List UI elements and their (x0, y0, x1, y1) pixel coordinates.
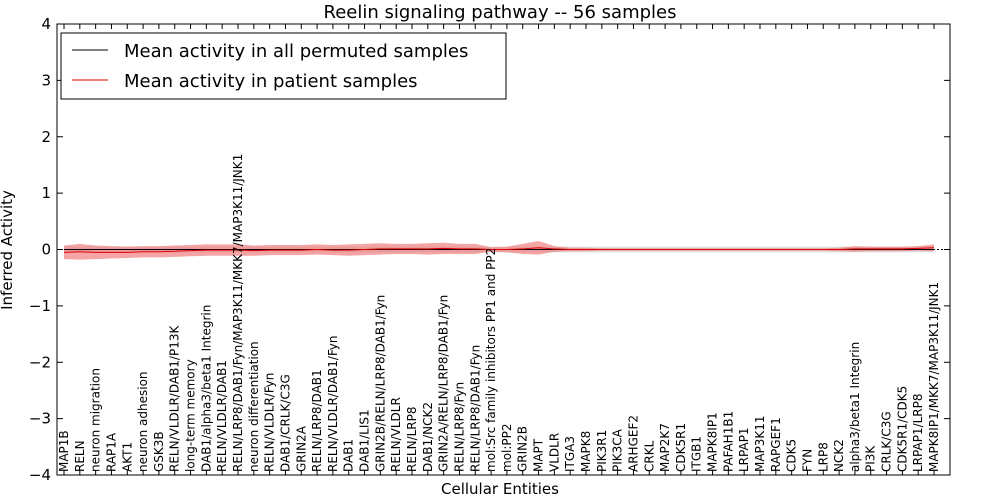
x-tick-label: GRIN2B (516, 426, 530, 472)
x-tick-label: neuron differentiation (247, 341, 261, 472)
x-tick-label: ITGB1 (690, 436, 704, 472)
x-axis-label: Cellular Entities (441, 480, 559, 498)
x-tick-label: RELN/LRP8/DAB1/Fyn/MAP3K11/MKK7/MAP3K11/… (231, 154, 245, 472)
x-tick-label: RELN/VLDLR/DAB1/P13K (168, 325, 182, 472)
x-tick-label: RELN/LRP8/DAB1 (310, 369, 324, 472)
legend-box (60, 32, 507, 100)
x-tick-label: MAP2K7 (658, 423, 672, 472)
x-tick-label: MAPK8IP1 (706, 412, 720, 472)
x-tick-label: DAB1/alpha3/beta1 Integrin (199, 305, 213, 472)
y-axis-ticks: −4 −3 −2 −1 0 1 2 3 4 (29, 15, 950, 484)
legend-label-1: Mean activity in all permuted samples (124, 41, 468, 62)
y-tick-label: 0 (41, 241, 51, 259)
x-tick-label: RELN/VLDLR/Fyn (263, 373, 277, 472)
x-tick-label: LRPAP1/LRP8 (911, 393, 925, 472)
x-tick-label: GRIN2A/RELN/LRP8/DAB1/Fyn (437, 295, 451, 472)
x-tick-label: VLDLR (547, 433, 561, 472)
y-tick-label: −2 (29, 353, 51, 371)
legend-label-2: Mean activity in patient samples (124, 71, 418, 92)
x-tick-label: RELN/VLDLR/DAB1/Fyn (326, 336, 340, 472)
x-tick-label: FYN (800, 449, 814, 472)
y-tick-label: 3 (41, 71, 51, 89)
y-tick-label: −4 (29, 466, 51, 484)
y-tick-label: −3 (29, 410, 51, 428)
x-tick-label: ITGA3 (563, 436, 577, 472)
x-tick-label: neuron adhesion (136, 371, 150, 472)
y-tick-label: 2 (41, 128, 51, 146)
x-tick-label: RELN/VLDLR/DAB1 (215, 360, 229, 472)
x-tick-label: PIK3R1 (595, 430, 609, 472)
x-tick-label: mol:PP2 (500, 423, 514, 472)
x-tick-label: DAB1/LIS1 (358, 409, 372, 472)
x-tick-label: RAP1A (104, 432, 118, 472)
x-tick-label: AKT1 (120, 442, 134, 472)
x-tick-label: MAP1B (57, 430, 71, 472)
x-tick-label: alpha3/beta1 Integrin (848, 342, 862, 472)
band-series-2 (64, 241, 934, 260)
y-tick-label: 4 (41, 15, 51, 33)
x-tick-label: GRIN2B/RELN/LRP8/DAB1/Fyn (373, 295, 387, 472)
x-tick-label: CRKL (642, 440, 656, 472)
y-tick-label: −1 (29, 297, 51, 315)
x-tick-label: MAPK8 (579, 431, 593, 472)
x-tick-label: RELN/LRP8/Fyn (452, 382, 466, 472)
y-axis-label: Inferred Activity (0, 190, 16, 310)
x-tick-label: neuron migration (89, 368, 103, 472)
x-tick-label: LRPAP1 (737, 427, 751, 472)
x-tick-label: CDK5R1 (674, 423, 688, 472)
x-tick-label: RAPGEF1 (769, 417, 783, 472)
x-tick-label: RELN/VLDLR (389, 397, 403, 472)
x-tick-label: RELN/LRP8/DAB1/Fyn (468, 345, 482, 472)
line-series-2 (63, 247, 935, 253)
x-tick-label: ARHGEF2 (626, 415, 640, 472)
x-axis-ticks: MAP1B RELN neuron migration RAP1A AKT1 neuron… (57, 24, 941, 475)
x-tick-label: PI3K (864, 445, 878, 472)
chart-title: Reelin signaling pathway -- 56 samples (324, 2, 677, 23)
x-tick-label: PIK3CA (611, 428, 625, 472)
x-tick-label: DAB1/NCK2 (421, 402, 435, 472)
x-tick-label: DAB1/CRLK/C3G (278, 374, 292, 472)
series-lines (63, 247, 935, 253)
x-tick-label: NCK2 (832, 439, 846, 472)
x-tick-label: CDK5 (785, 439, 799, 472)
x-tick-label: RELN/LRP8 (405, 406, 419, 472)
x-tick-label: MAP3K11 (753, 415, 767, 472)
x-tick-label: LRP8 (816, 442, 830, 472)
x-tick-label: GRIN2A (294, 425, 308, 472)
x-tick-label: RELN (73, 440, 87, 472)
x-tick-label: PAFAH1B1 (721, 411, 735, 472)
x-tick-label: CRLK/C3G (880, 411, 894, 472)
x-tick-label: MAPK8IP1/MKK7/MAP3K11/JNK1 (927, 282, 941, 472)
x-tick-label: DAB1 (342, 439, 356, 472)
x-tick-label: long-term memory (184, 359, 198, 472)
x-tick-label: mol:Src family inhibitors PP1 and PP2 (484, 248, 498, 472)
legend: Mean activity in all permuted samples Mea… (60, 32, 507, 100)
x-tick-label: MAPT (532, 438, 546, 472)
x-tick-label: CDK5R1/CDK5 (895, 386, 909, 472)
x-tick-label: GSK3B (152, 431, 166, 472)
y-tick-label: 1 (41, 184, 51, 202)
